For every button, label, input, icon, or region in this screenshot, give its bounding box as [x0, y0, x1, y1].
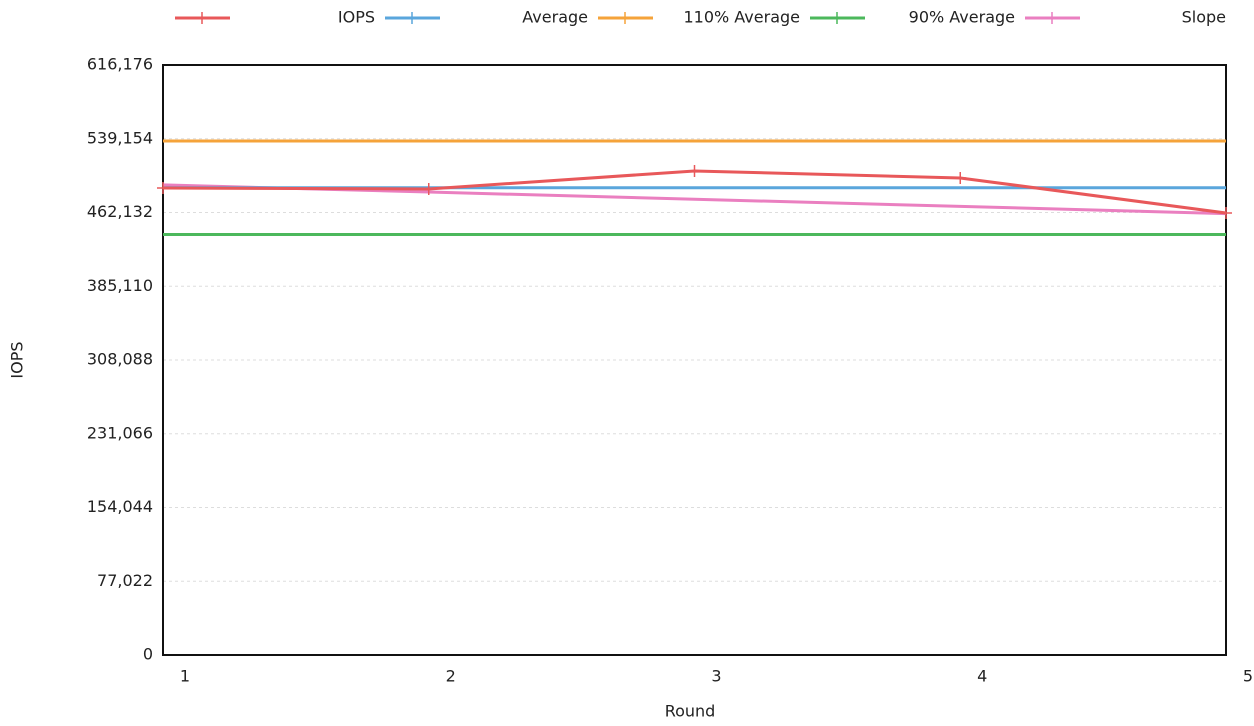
legend-label: 90% Average — [909, 8, 1015, 27]
legend-marker — [831, 12, 843, 24]
legend-label: 110% Average — [683, 8, 800, 27]
legend-label: IOPS — [338, 8, 375, 27]
y-axis-title: IOPS — [8, 341, 27, 378]
y-tick-label: 77,022 — [97, 571, 153, 590]
y-tick-label: 231,066 — [87, 423, 153, 442]
y-tick-label: 154,044 — [87, 497, 153, 516]
x-tick-label: 5 — [1243, 667, 1253, 686]
legend-marker — [196, 12, 208, 24]
plot-border — [162, 64, 1227, 656]
x-tick-label: 2 — [446, 667, 456, 686]
x-axis-title: Round — [665, 702, 716, 721]
legend-marker — [619, 12, 631, 24]
legend-marker — [1046, 12, 1058, 24]
y-tick-label: 308,088 — [87, 350, 153, 369]
y-tick-label: 462,132 — [87, 202, 153, 221]
legend-marker — [406, 12, 418, 24]
legend-label: Average — [522, 8, 588, 27]
y-tick-label: 539,154 — [87, 128, 153, 147]
point-marker — [954, 171, 967, 184]
legend-label: Slope — [1182, 8, 1226, 27]
y-tick-label: 0 — [143, 645, 153, 664]
y-tick-label: 616,176 — [87, 55, 153, 74]
x-tick-label: 1 — [180, 667, 190, 686]
point-marker — [422, 182, 435, 195]
point-marker — [157, 182, 169, 195]
point-marker — [1220, 207, 1232, 220]
series-line — [162, 169, 1227, 215]
point-marker — [688, 164, 701, 177]
x-tick-label: 4 — [977, 667, 987, 686]
y-tick-label: 385,110 — [87, 276, 153, 295]
x-tick-label: 3 — [711, 667, 721, 686]
